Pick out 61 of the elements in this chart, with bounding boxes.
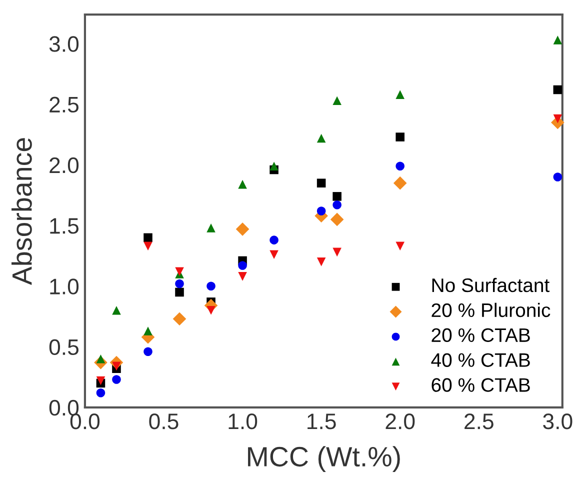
y-tick-label: 2.5 — [50, 96, 78, 113]
point — [332, 192, 342, 201]
x-tick-label: 1.5 — [308, 414, 336, 430]
x-tick-label: 3.0 — [543, 414, 572, 430]
point — [96, 376, 106, 386]
point — [206, 224, 216, 232]
point — [553, 36, 562, 44]
point — [144, 347, 152, 356]
point — [332, 248, 342, 257]
point — [112, 306, 121, 315]
x-tick-label: 1.0 — [228, 414, 258, 430]
point — [175, 267, 184, 276]
x-tick-label: 0.5 — [149, 414, 178, 430]
point — [238, 261, 247, 270]
point — [316, 134, 326, 143]
point — [175, 288, 184, 297]
point — [175, 279, 184, 288]
point — [396, 90, 404, 99]
point — [553, 85, 562, 94]
y-tick-label: 0.0 — [49, 400, 79, 416]
point — [316, 206, 326, 216]
point — [393, 176, 407, 190]
point — [96, 388, 106, 398]
point — [144, 242, 152, 251]
legend-label: 20 % CTAB — [432, 328, 530, 342]
point — [316, 178, 326, 188]
y-tick-label: 3.0 — [49, 36, 79, 52]
point — [270, 250, 278, 260]
point — [112, 375, 121, 384]
point — [238, 180, 247, 189]
point — [172, 312, 186, 326]
legend-label: 40 % CTAB — [431, 353, 530, 367]
legend-label: No Surfactant — [432, 278, 550, 292]
x-tick-label: 0.0 — [70, 414, 100, 430]
point — [206, 306, 216, 315]
y-tick-label: 2.0 — [50, 157, 79, 174]
point — [316, 258, 326, 266]
x-tick-label: 2.0 — [386, 414, 415, 430]
point — [330, 212, 344, 226]
y-tick-label: 1.5 — [50, 218, 78, 234]
point — [396, 242, 404, 251]
point — [553, 114, 562, 124]
point — [236, 222, 250, 236]
x-axis-title: MCC (Wt.%) — [248, 446, 400, 472]
point — [270, 162, 278, 171]
y-tick-label: 1.0 — [50, 278, 79, 294]
point — [396, 132, 404, 142]
y-axis-title: Absorbance — [12, 138, 32, 286]
point — [332, 96, 342, 106]
point — [238, 272, 247, 281]
point — [144, 326, 152, 336]
legend-label: 20 % Pluronic — [432, 302, 550, 318]
legend-label: 60 % CTAB — [432, 378, 530, 392]
point — [553, 172, 562, 182]
point — [332, 200, 342, 210]
x-tick-label: 2.5 — [464, 414, 494, 430]
point — [270, 236, 278, 244]
point — [396, 162, 404, 171]
point — [206, 282, 216, 291]
point — [144, 233, 152, 242]
y-tick-label: 0.5 — [49, 339, 78, 356]
